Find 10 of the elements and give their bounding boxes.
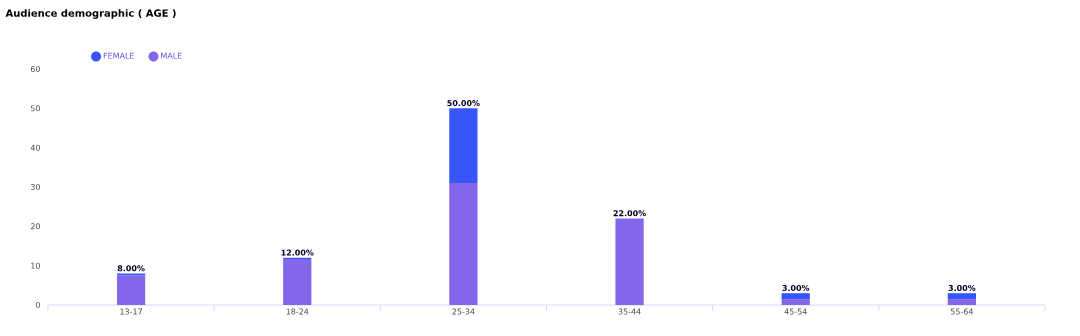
bar <box>116 275 146 305</box>
bar <box>283 258 312 305</box>
bar <box>449 183 478 305</box>
bar <box>449 108 478 184</box>
bar <box>947 293 976 300</box>
bar <box>781 299 810 305</box>
bar <box>781 293 810 300</box>
chart-title: Audience demographic ( AGE ) <box>5 9 176 19</box>
bar <box>947 299 976 305</box>
bar <box>615 218 644 305</box>
